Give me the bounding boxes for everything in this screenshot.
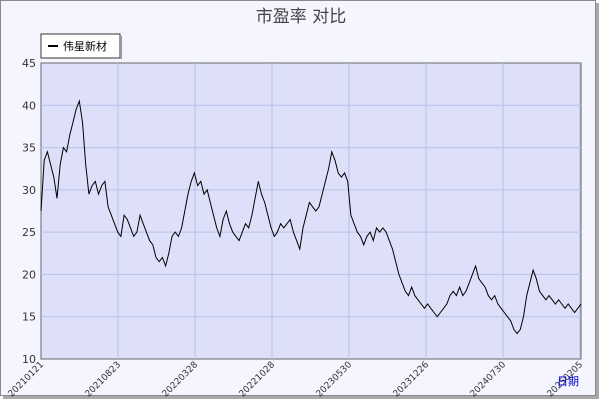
y-tick-label: 30 — [22, 184, 36, 197]
y-tick-label: 15 — [22, 311, 36, 324]
x-tick-label: 20210823 — [84, 360, 123, 399]
y-axis-ticks: 10 15 20 25 30 35 40 45 — [22, 57, 36, 366]
legend: 伟星新材 — [40, 33, 122, 59]
legend-label: 伟星新材 — [63, 39, 107, 53]
period-link[interactable]: 日期 — [557, 375, 579, 388]
grid-lines — [41, 63, 581, 359]
plot-area — [40, 62, 582, 360]
legend-shadow — [120, 36, 122, 59]
x-tick-label: 20220328 — [161, 360, 201, 400]
y-tick-label: 45 — [22, 57, 36, 70]
x-tick-label: 20240730 — [469, 360, 509, 400]
y-tick-label: 20 — [22, 268, 36, 281]
y-tick-label: 40 — [22, 99, 36, 112]
y-tick-label: 35 — [22, 142, 36, 155]
y-tick-label: 10 — [22, 353, 36, 366]
y-tick-label: 25 — [22, 226, 36, 239]
chart-title: 市盈率 对比 — [256, 7, 346, 27]
x-tick-label: 20221028 — [238, 360, 278, 400]
x-tick-label: 20231226 — [392, 360, 432, 400]
x-axis-ticks: 20210121 20210823 20220328 20221028 20230530… — [7, 360, 585, 400]
series-line-0 — [40, 99, 582, 335]
legend-box — [40, 33, 121, 59]
x-tick-label: 20230530 — [315, 360, 355, 400]
series-layer — [40, 99, 582, 335]
